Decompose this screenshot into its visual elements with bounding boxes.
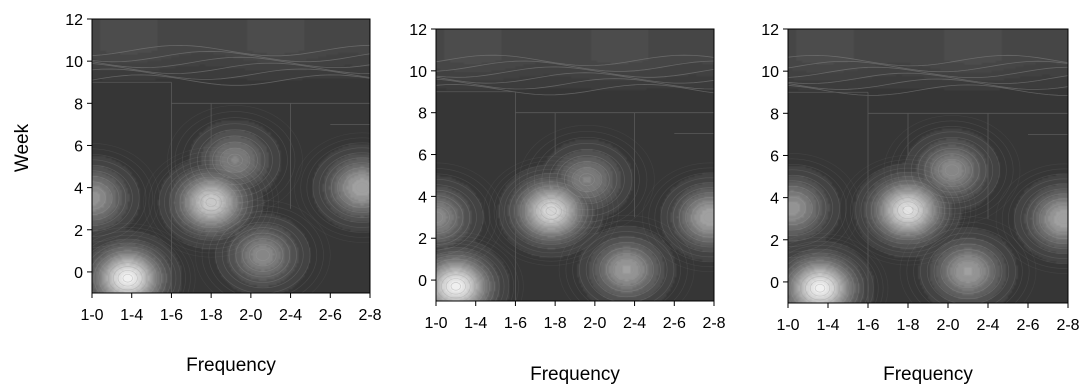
y-tick-label: 6 [418, 148, 427, 165]
x-tick-label: 2-6 [319, 307, 342, 324]
x-tick-label: 2-4 [623, 315, 646, 332]
x-tick-label: 1-4 [816, 317, 839, 334]
y-tick-label: 10 [761, 64, 779, 81]
band-contours [92, 44, 370, 86]
y-tick-label: 8 [418, 106, 427, 123]
y-tick-label: 12 [65, 12, 83, 29]
hotspot-contours [436, 231, 524, 301]
x-tick-label: 1-4 [464, 315, 487, 332]
y-tick-label: 8 [770, 106, 779, 123]
hotspot-contours [788, 233, 889, 303]
grid-steps [788, 91, 1068, 303]
hotspot-contours [788, 153, 861, 264]
chart-panel-3: 0 2 4 6 8 10 12 1-0 1-4 1-6 1-8 2-0 2-4 2-6 2-8 Frequen… [761, 22, 1079, 385]
x-tick-label: 1-0 [776, 317, 799, 334]
hotspot-contours [883, 115, 1021, 226]
chart-panel-2: 0 2 4 6 8 10 12 1-0 1-4 1-6 1-8 2-0 2-4 2-6 2-8 Frequen… [409, 22, 725, 385]
x-tick-label: 1-6 [504, 315, 527, 332]
heatmap-field [436, 29, 714, 301]
x-tick-label: 2-8 [358, 307, 381, 324]
y-tick-label: 8 [74, 96, 83, 113]
x-tick-label: 2-0 [583, 315, 606, 332]
x-tick-label: 2-0 [239, 307, 262, 324]
y-tick-label: 2 [770, 233, 779, 250]
heatmap-field [92, 19, 370, 293]
hotspot-contours [519, 124, 655, 235]
x-axis-label: Frequency [186, 355, 276, 376]
x-tick-label: 1-6 [160, 307, 183, 324]
x-tick-label: 1-0 [80, 307, 103, 324]
x-tick-label: 1-8 [544, 315, 567, 332]
y-tick-label: 6 [770, 148, 779, 165]
y-tick-label: 0 [770, 275, 779, 292]
x-tick-label: 2-0 [936, 317, 959, 334]
x-tick-label: 1-6 [856, 317, 879, 334]
x-tick-label: 2-8 [702, 315, 725, 332]
hotspot-contours [167, 105, 303, 216]
x-axis-label: Frequency [883, 364, 973, 385]
hotspot-contours [92, 223, 196, 293]
x-tick-label: 1-8 [200, 307, 223, 324]
x-tick-label: 2-8 [1056, 317, 1079, 334]
hotspot-contours [995, 163, 1068, 274]
grid-steps [92, 81, 370, 293]
y-tick-label: 4 [418, 189, 427, 206]
y-tick-label: 4 [74, 181, 83, 198]
hotspot-contours [194, 199, 331, 293]
x-tick-label: 2-6 [663, 315, 686, 332]
hotspot-contours [558, 214, 695, 301]
grid-steps [436, 91, 714, 301]
y-tick-label: 2 [74, 223, 83, 240]
x-tick-label: 1-4 [120, 307, 143, 324]
hotspot-contours [899, 216, 1037, 303]
hotspot-contours [642, 162, 714, 273]
plot-frame [787, 28, 1069, 304]
y-tick-label: 10 [409, 64, 427, 81]
x-tick-label: 2-4 [279, 307, 302, 324]
x-tick-label: 2-6 [1016, 317, 1039, 334]
chart-panel-1: 0 2 4 6 8 10 12 1-0 1-4 1-6 1-8 2-0 2-4 2-6 2-8 Frequen… [12, 12, 382, 376]
x-tick-label: 1-0 [424, 315, 447, 332]
plot-frame [435, 28, 715, 302]
hotspot-contours [839, 155, 977, 266]
hotspot-contours [92, 143, 160, 254]
plot-frame [91, 18, 371, 294]
x-tick-label: 1-8 [896, 317, 919, 334]
x-tick-label: 2-4 [976, 317, 999, 334]
band-contours [436, 54, 714, 96]
y-axis-label: Week [12, 123, 33, 172]
y-tick-label: 0 [418, 273, 427, 290]
y-tick-label: 0 [74, 265, 83, 282]
hotspot-contours [143, 147, 280, 258]
hotspot-contours [294, 132, 370, 243]
hotspot-contours [483, 156, 620, 266]
y-tick-label: 6 [74, 138, 83, 155]
y-tick-label: 12 [409, 22, 427, 39]
y-tick-label: 2 [418, 231, 427, 248]
y-tick-label: 12 [761, 22, 779, 39]
y-tick-label: 4 [770, 191, 779, 208]
y-tick-label: 10 [65, 54, 83, 71]
x-axis-label: Frequency [530, 364, 620, 385]
band-contours [788, 54, 1068, 96]
